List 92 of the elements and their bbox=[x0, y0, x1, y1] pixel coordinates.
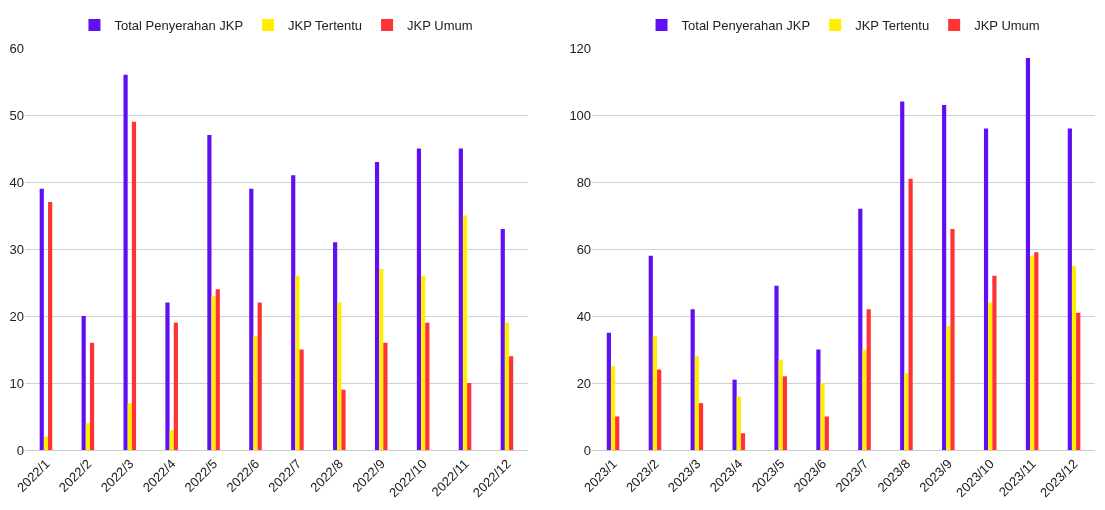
bar bbox=[39, 188, 44, 450]
bar bbox=[820, 383, 825, 450]
bar bbox=[207, 135, 212, 450]
bar bbox=[504, 322, 510, 450]
bar bbox=[81, 316, 86, 450]
legend-label: JKP Tertentu bbox=[855, 17, 930, 33]
bar bbox=[291, 175, 296, 450]
bar bbox=[215, 289, 220, 450]
bar bbox=[85, 423, 90, 450]
bar bbox=[165, 302, 170, 450]
bar bbox=[337, 302, 342, 450]
y-tick-label: 30 bbox=[9, 241, 24, 257]
bar bbox=[1034, 252, 1039, 450]
bar bbox=[615, 416, 620, 450]
bar bbox=[652, 336, 658, 450]
legend-label: JKP Umum bbox=[974, 17, 1040, 33]
bar bbox=[908, 178, 913, 450]
bar bbox=[858, 208, 863, 450]
bar bbox=[1076, 312, 1081, 450]
bar bbox=[816, 349, 821, 450]
bar bbox=[500, 228, 505, 450]
bar bbox=[257, 302, 262, 450]
bar bbox=[379, 269, 384, 450]
bar bbox=[1071, 265, 1077, 450]
bar bbox=[467, 383, 472, 450]
y-tick-label: 50 bbox=[9, 107, 24, 123]
legend-label: JKP Umum bbox=[407, 17, 473, 33]
bar bbox=[774, 285, 779, 450]
bar bbox=[374, 161, 380, 450]
bar bbox=[123, 74, 128, 450]
bar bbox=[694, 356, 699, 450]
bar bbox=[657, 369, 662, 450]
legend-label: Total Penyerahan JKP bbox=[681, 17, 811, 33]
bar bbox=[690, 309, 695, 450]
bar bbox=[458, 148, 463, 450]
y-tick-label: 100 bbox=[569, 107, 592, 123]
bar bbox=[421, 275, 426, 450]
y-tick-label: 20 bbox=[9, 308, 24, 324]
bar bbox=[249, 188, 254, 450]
bar bbox=[1067, 128, 1072, 450]
y-tick-label: 80 bbox=[576, 174, 592, 190]
bar bbox=[416, 148, 422, 450]
y-tick-label: 0 bbox=[583, 442, 592, 458]
y-tick-label: 40 bbox=[576, 308, 592, 324]
bar bbox=[778, 359, 783, 450]
bar bbox=[425, 322, 430, 450]
bar bbox=[698, 403, 704, 450]
bar bbox=[950, 228, 955, 450]
y-tick-label: 0 bbox=[16, 442, 24, 458]
bar bbox=[988, 302, 993, 450]
y-tick-label: 60 bbox=[9, 40, 24, 56]
bar bbox=[43, 436, 49, 450]
bar bbox=[173, 322, 178, 450]
bar bbox=[462, 215, 468, 450]
bar bbox=[732, 379, 737, 450]
bar bbox=[1025, 58, 1031, 450]
bar bbox=[1030, 255, 1035, 450]
bar bbox=[253, 336, 258, 450]
bar bbox=[862, 349, 867, 450]
bar bbox=[341, 389, 346, 450]
bar bbox=[169, 429, 174, 450]
bar bbox=[992, 275, 997, 450]
bar bbox=[383, 342, 388, 450]
y-tick-label: 10 bbox=[9, 375, 24, 391]
y-tick-label: 40 bbox=[9, 174, 24, 190]
bar bbox=[295, 275, 300, 450]
bar bbox=[89, 342, 95, 450]
legend-label: JKP Tertentu bbox=[288, 17, 363, 33]
bar bbox=[610, 366, 616, 450]
bar bbox=[211, 295, 216, 450]
bar bbox=[904, 372, 909, 450]
y-tick-label: 20 bbox=[576, 375, 592, 391]
legend-label: Total Penyerahan JKP bbox=[114, 17, 244, 33]
bar bbox=[736, 396, 741, 450]
bar bbox=[740, 433, 746, 450]
bar bbox=[782, 376, 787, 450]
y-tick-label: 120 bbox=[569, 40, 592, 56]
bar bbox=[48, 202, 53, 450]
bar bbox=[983, 128, 989, 450]
bar bbox=[946, 326, 951, 450]
bar bbox=[333, 242, 338, 450]
bar bbox=[606, 332, 611, 450]
bar bbox=[866, 309, 871, 450]
y-tick-label: 60 bbox=[576, 241, 592, 257]
bar bbox=[299, 349, 304, 450]
bar bbox=[127, 403, 132, 450]
bar bbox=[131, 121, 137, 450]
bar bbox=[509, 356, 514, 450]
bar bbox=[648, 255, 653, 450]
bar bbox=[824, 416, 829, 450]
bar bbox=[900, 101, 905, 450]
bar bbox=[942, 104, 947, 450]
